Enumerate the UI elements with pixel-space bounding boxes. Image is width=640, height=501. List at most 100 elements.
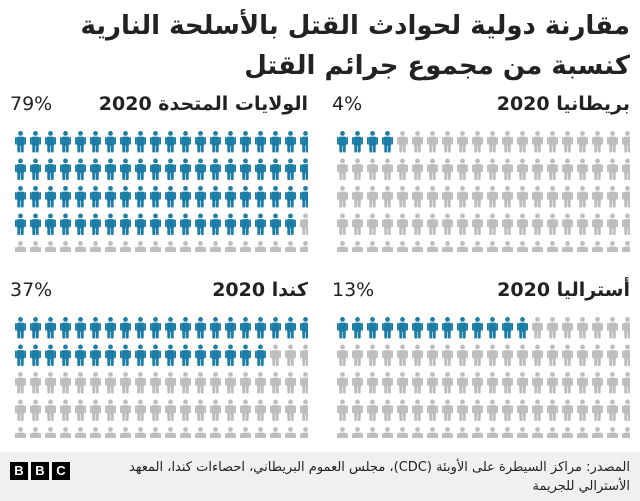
panel-australia: أستراليا 2020 13% <box>332 278 630 438</box>
person-icon-highlighted <box>15 158 26 180</box>
person-icon-highlighted <box>105 158 116 180</box>
person-icon <box>622 131 630 153</box>
person-icon-highlighted <box>120 344 131 366</box>
person-icon <box>367 372 378 394</box>
person-icon <box>367 344 378 366</box>
person-icon-highlighted <box>180 186 191 208</box>
person-icon <box>472 186 483 208</box>
pictogram-grid <box>337 131 630 252</box>
person-icon <box>382 344 393 366</box>
person-icon <box>442 158 453 180</box>
person-icon <box>547 399 558 421</box>
person-icon <box>517 241 528 252</box>
person-icon <box>397 427 408 438</box>
panel-percent: 13% <box>332 279 375 301</box>
person-icon <box>562 399 573 421</box>
person-icon-highlighted <box>195 131 206 153</box>
person-icon <box>75 399 86 421</box>
person-icon-highlighted <box>300 186 308 208</box>
person-icon-highlighted <box>15 213 26 235</box>
person-icon-highlighted <box>255 317 266 339</box>
person-icon <box>562 317 573 339</box>
person-icon <box>457 186 468 208</box>
person-icon-highlighted <box>120 317 131 339</box>
person-icon <box>517 399 528 421</box>
person-icon <box>442 213 453 235</box>
person-icon <box>270 372 281 394</box>
person-icon <box>90 399 101 421</box>
person-icon <box>427 399 438 421</box>
person-icon-highlighted <box>45 131 56 153</box>
person-icon <box>472 241 483 252</box>
person-icon <box>487 158 498 180</box>
person-icon <box>532 213 543 235</box>
person-icon <box>255 399 266 421</box>
person-icon <box>517 186 528 208</box>
person-icon <box>517 158 528 180</box>
panel-percent: 4% <box>332 93 363 115</box>
person-icon-highlighted <box>90 344 101 366</box>
person-icon <box>300 427 308 438</box>
person-icon <box>367 158 378 180</box>
person-icon <box>352 158 363 180</box>
person-icon <box>592 399 603 421</box>
person-icon <box>547 131 558 153</box>
person-icon <box>45 427 56 438</box>
person-icon-highlighted <box>225 317 236 339</box>
person-icon <box>532 241 543 252</box>
person-icon <box>412 241 423 252</box>
person-icon-highlighted <box>180 317 191 339</box>
bbc-logo: B B C <box>10 462 70 480</box>
person-icon <box>622 427 630 438</box>
panel-title: كندا 2020 <box>212 279 308 301</box>
person-icon <box>270 241 281 252</box>
person-icon-highlighted <box>60 131 71 153</box>
person-icon-highlighted <box>60 317 71 339</box>
person-icon-highlighted <box>135 317 146 339</box>
person-icon-highlighted <box>300 158 308 180</box>
person-icon <box>607 131 618 153</box>
person-icon <box>592 427 603 438</box>
person-icon <box>577 399 588 421</box>
person-icon <box>487 344 498 366</box>
person-icon <box>352 399 363 421</box>
person-icon <box>285 344 296 366</box>
person-icon-highlighted <box>90 317 101 339</box>
person-icon <box>397 344 408 366</box>
person-icon <box>337 213 348 235</box>
person-icon <box>352 427 363 438</box>
person-icon <box>457 427 468 438</box>
person-icon <box>270 344 281 366</box>
person-icon-highlighted <box>75 213 86 235</box>
person-icon <box>210 241 221 252</box>
person-icon-highlighted <box>300 317 308 339</box>
person-icon <box>502 186 513 208</box>
person-icon <box>165 399 176 421</box>
person-icon-highlighted <box>105 344 116 366</box>
person-icon <box>270 427 281 438</box>
panel-percent: 37% <box>10 279 53 301</box>
person-icon <box>225 427 236 438</box>
person-icon <box>577 213 588 235</box>
person-icon <box>225 399 236 421</box>
person-icon <box>472 399 483 421</box>
person-icon <box>442 399 453 421</box>
person-icon <box>180 427 191 438</box>
person-icon <box>337 399 348 421</box>
person-icon <box>592 213 603 235</box>
person-icon <box>367 399 378 421</box>
person-icon-highlighted <box>442 317 453 339</box>
person-icon <box>442 131 453 153</box>
person-icon <box>337 241 348 252</box>
chart-title: مقارنة دولية لحوادث القتل بالأسلحة النار… <box>80 11 631 81</box>
person-icon <box>240 372 251 394</box>
person-icon <box>15 372 26 394</box>
person-icon <box>547 241 558 252</box>
person-icon <box>562 344 573 366</box>
person-icon-highlighted <box>105 186 116 208</box>
person-icon-highlighted <box>150 344 161 366</box>
person-icon <box>412 131 423 153</box>
person-icon <box>382 186 393 208</box>
person-icon-highlighted <box>270 213 281 235</box>
person-icon <box>210 372 221 394</box>
